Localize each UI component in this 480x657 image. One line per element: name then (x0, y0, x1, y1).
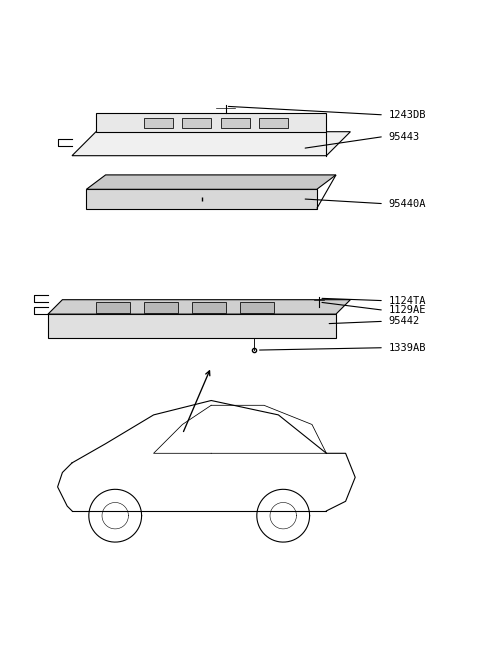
Polygon shape (317, 175, 336, 208)
Text: 1339AB: 1339AB (389, 343, 426, 353)
Polygon shape (96, 112, 326, 131)
Polygon shape (86, 175, 336, 189)
Polygon shape (144, 302, 178, 313)
Polygon shape (48, 300, 350, 314)
Polygon shape (96, 302, 130, 313)
Polygon shape (144, 118, 173, 128)
Polygon shape (240, 302, 274, 313)
Text: 1124TA: 1124TA (389, 296, 426, 306)
Polygon shape (192, 302, 226, 313)
Polygon shape (259, 118, 288, 128)
Polygon shape (72, 131, 350, 156)
Polygon shape (182, 118, 211, 128)
Text: 1243DB: 1243DB (389, 110, 426, 120)
Text: 1129AE: 1129AE (389, 306, 426, 315)
Polygon shape (86, 189, 317, 208)
Text: 95440A: 95440A (389, 198, 426, 209)
Polygon shape (221, 118, 250, 128)
Polygon shape (48, 314, 336, 338)
Text: 95442: 95442 (389, 316, 420, 327)
Text: 95443: 95443 (389, 131, 420, 141)
